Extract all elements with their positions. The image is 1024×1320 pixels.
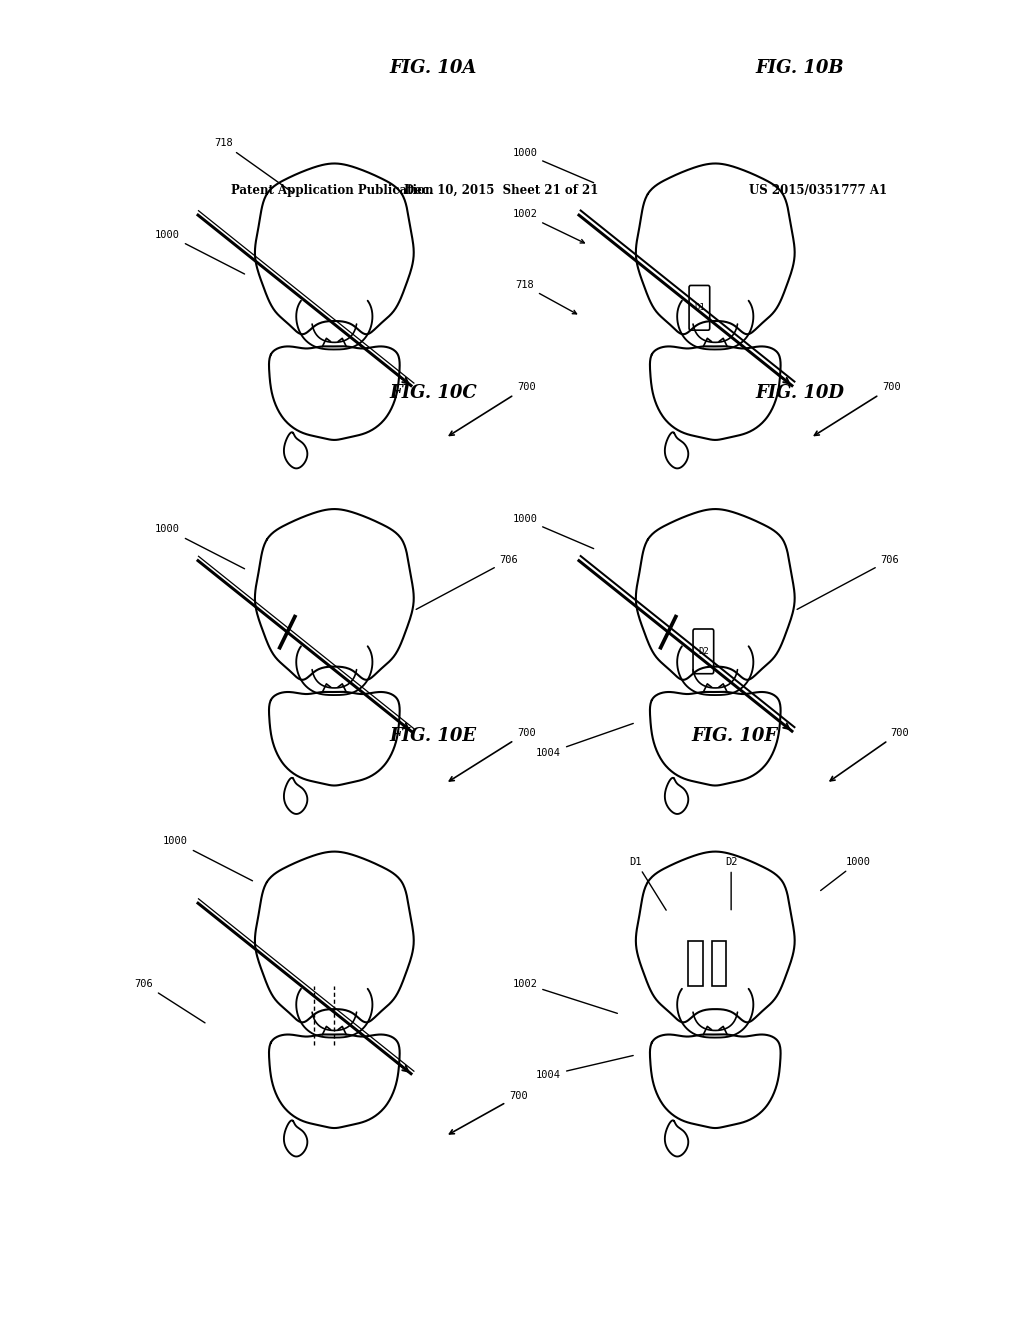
Text: 718: 718 [214, 139, 293, 193]
Text: FIG. 10E: FIG. 10E [390, 727, 477, 744]
Text: D2: D2 [698, 647, 709, 656]
Text: D2: D2 [725, 857, 737, 909]
Text: 1002: 1002 [512, 978, 617, 1014]
Text: 700: 700 [450, 727, 536, 781]
Text: 1002: 1002 [512, 210, 585, 243]
Text: FIG. 10B: FIG. 10B [755, 59, 844, 77]
Text: D1: D1 [630, 857, 667, 911]
Text: FIG. 10F: FIG. 10F [691, 727, 777, 744]
Text: FIG. 10C: FIG. 10C [390, 384, 477, 403]
Text: 700: 700 [814, 381, 901, 436]
Text: 1000: 1000 [820, 857, 870, 891]
Text: 718: 718 [515, 280, 577, 314]
Text: 706: 706 [416, 554, 518, 610]
Text: US 2015/0351777 A1: US 2015/0351777 A1 [750, 183, 888, 197]
Text: 706: 706 [134, 978, 205, 1023]
Text: FIG. 10D: FIG. 10D [755, 384, 844, 403]
Bar [712, 941, 726, 986]
Text: Patent Application Publication: Patent Application Publication [231, 183, 434, 197]
Text: 1000: 1000 [163, 837, 253, 880]
Text: 1000: 1000 [156, 524, 245, 569]
Text: Dec. 10, 2015  Sheet 21 of 21: Dec. 10, 2015 Sheet 21 of 21 [403, 183, 598, 197]
Text: 1004: 1004 [537, 723, 633, 758]
Text: 700: 700 [450, 381, 536, 436]
Bar [688, 941, 702, 986]
Text: 1004: 1004 [537, 1056, 633, 1080]
Text: FIG. 10A: FIG. 10A [390, 59, 477, 77]
Text: 706: 706 [797, 554, 899, 610]
Text: 1000: 1000 [512, 148, 594, 182]
Text: 1000: 1000 [156, 230, 245, 275]
Text: 1000: 1000 [512, 515, 594, 549]
Text: 700: 700 [830, 727, 908, 781]
Text: 700: 700 [450, 1090, 527, 1134]
Text: D1: D1 [694, 304, 705, 313]
